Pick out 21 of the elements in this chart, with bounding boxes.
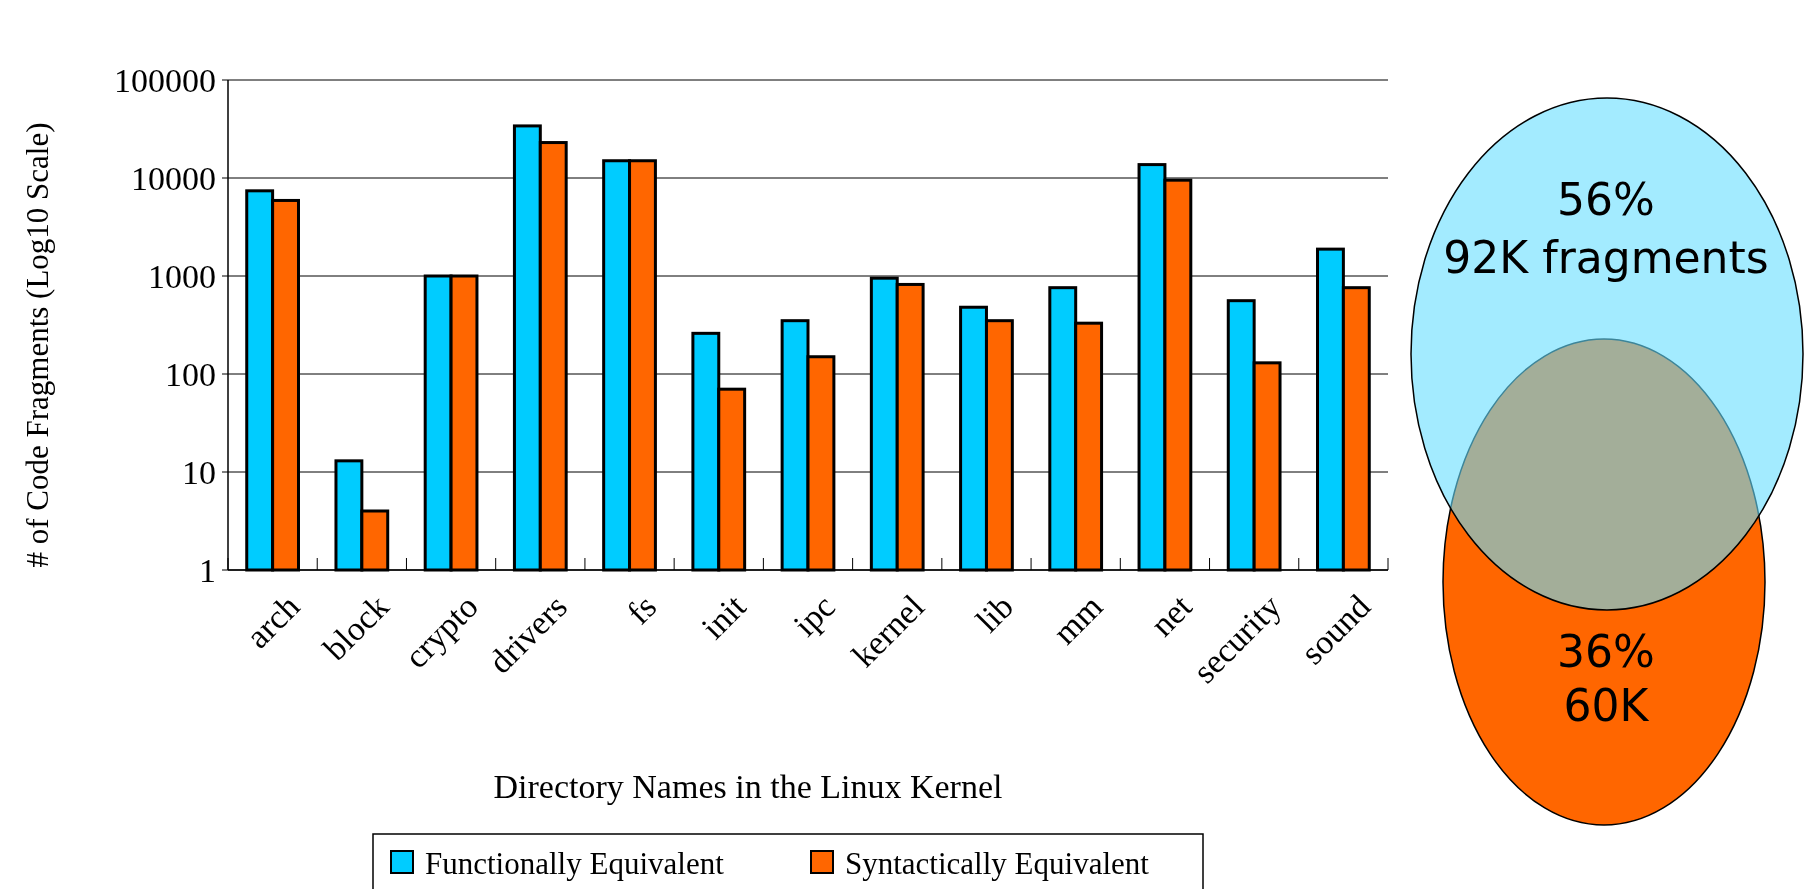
legend-label: Syntactically Equivalent (845, 845, 1150, 881)
x-tick-label: ipc (786, 587, 842, 644)
x-tick-label: fs (619, 587, 664, 632)
text: 36% (1557, 626, 1655, 678)
y-tick-label: 100000 (114, 61, 216, 99)
x-tick-label: init (694, 587, 753, 646)
y-tick-label: 1 (199, 551, 216, 589)
x-tick-label: net (1143, 587, 1200, 644)
x-tick-label: mm (1045, 587, 1110, 652)
text: 60K (1563, 680, 1650, 732)
text: 56% (1557, 174, 1655, 226)
y-tick-label: 1000 (148, 257, 216, 295)
y-axis-title: # of Code Fragments (Log10 Scale) (20, 122, 55, 568)
x-tick-label: lib (968, 587, 1021, 640)
y-tick-label: 10000 (131, 159, 216, 197)
text: 92K fragments (1443, 232, 1769, 284)
y-tick-label: 10 (182, 453, 216, 491)
y-tick-label: 100 (165, 355, 216, 393)
x-axis-title: Directory Names in the Linux Kernel (493, 768, 1003, 805)
legend-label: Functionally Equivalent (425, 845, 725, 881)
x-tick-label: arch (238, 587, 307, 656)
